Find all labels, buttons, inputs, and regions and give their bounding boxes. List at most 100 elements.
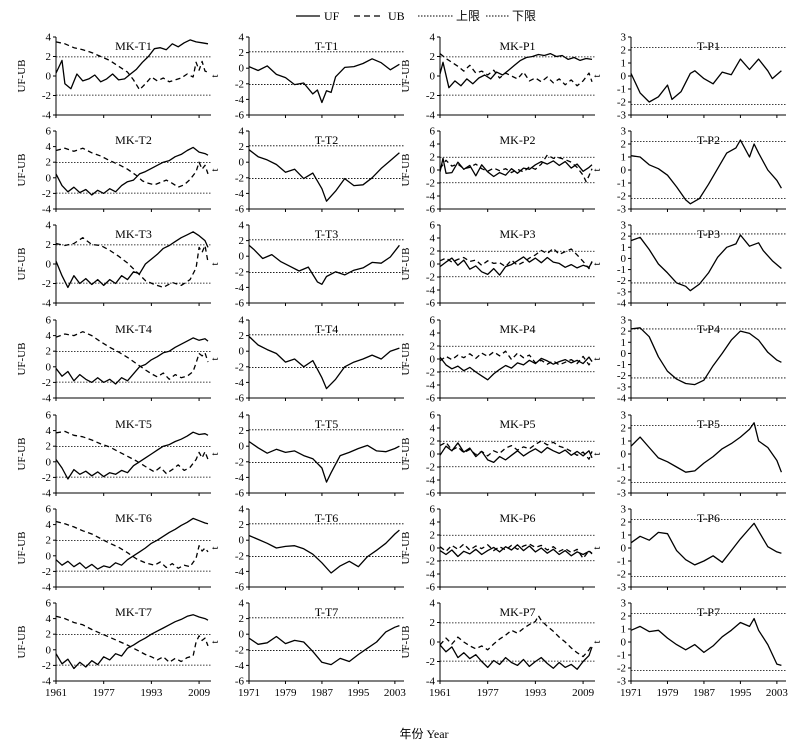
y-tick-label: -6	[235, 676, 245, 688]
y-tick-label: 0	[430, 543, 436, 555]
series-line-ub	[55, 237, 209, 289]
series-line-t	[248, 149, 400, 202]
y-tick-label: -2	[42, 566, 51, 578]
x-tick-label: 2003	[384, 687, 407, 699]
panel-grid: -4-2024UF-UBMK-T1-6-4-2024tT-T1-4-2024UF…	[16, 32, 788, 700]
panel-title: MK-P1	[499, 39, 535, 53]
y-tick-label: 4	[430, 517, 436, 529]
series-line-ub	[55, 331, 209, 380]
panel-mk-t2: -4 -2 0 2 4 6 UF-UB MK-T2	[16, 126, 211, 216]
y-tick-label: 0	[430, 637, 436, 649]
panel-title: T-T5	[315, 417, 339, 431]
y-tick-label: 2	[239, 519, 245, 531]
y-axis-label: t	[591, 357, 603, 360]
y-tick-label: -6	[235, 110, 245, 122]
y-tick-label: -6	[235, 204, 245, 216]
y-tick-label: 3	[621, 32, 627, 44]
y-tick-label: 0	[430, 449, 436, 461]
y-tick-label: 2	[239, 330, 245, 342]
y-tick-label: 4	[239, 126, 245, 138]
y-tick-label: 1	[621, 530, 627, 542]
y-tick-label: 1	[621, 436, 627, 448]
panel-title: T-T3	[315, 227, 339, 241]
x-tick-label: 1977	[93, 687, 116, 699]
y-tick-label: 0	[239, 441, 245, 453]
y-tick-label: -2	[617, 191, 626, 203]
y-tick-label: 1	[621, 624, 627, 636]
y-tick-label: -4	[617, 393, 627, 405]
y-tick-label: 0	[239, 157, 245, 169]
panel-title: T-T7	[315, 605, 339, 619]
y-tick-label: -6	[426, 393, 436, 405]
series-line-ub	[439, 543, 593, 560]
y-tick-label: -4	[235, 282, 245, 294]
y-tick-label: 2	[430, 617, 436, 629]
panel-mk-t6: -4 -2 0 2 4 6 UF-UB MK-T6	[16, 504, 211, 594]
panel-title: MK-T2	[115, 133, 152, 147]
y-tick-label: -1	[617, 556, 626, 568]
panel-title: T-P7	[697, 605, 720, 619]
y-tick-label: -2	[617, 663, 626, 675]
series-line-uf	[55, 231, 209, 289]
y-axis-label: UF-UB	[16, 153, 28, 186]
y-axis-label: UF-UB	[16, 437, 28, 470]
y-tick-label: 2	[46, 441, 52, 453]
panel-t-t6: -6 -4 -2 0 2 4 t T-T6	[209, 504, 404, 594]
y-tick-label: -3	[617, 488, 627, 500]
y-tick-label: -4	[426, 110, 436, 122]
x-tick-label: 2003	[766, 687, 789, 699]
y-tick-label: 6	[46, 598, 52, 610]
panel-t-t4: -6 -4 -2 0 2 4 t T-T4	[209, 315, 404, 405]
series-line-t	[630, 139, 782, 205]
y-tick-label: 4	[430, 32, 436, 44]
panel-title: T-P5	[697, 417, 720, 431]
y-tick-label: 0	[621, 543, 627, 555]
y-tick-label: 4	[239, 315, 245, 327]
panel-mk-t5: -4 -2 0 2 4 6 UF-UB MK-T5	[16, 410, 211, 500]
y-axis-label: t	[209, 357, 221, 360]
y-tick-label: -1	[617, 462, 626, 474]
y-tick-label: 0	[46, 550, 52, 562]
y-tick-label: 0	[46, 456, 52, 468]
y-tick-label: -4	[426, 380, 436, 392]
panel-title: MK-P7	[499, 605, 535, 619]
y-tick-label: -4	[617, 298, 627, 310]
y-tick-label: 3	[621, 220, 627, 232]
series-line-ub	[439, 154, 593, 183]
y-tick-label: -4	[235, 94, 245, 106]
y-axis-label: t	[591, 640, 603, 643]
y-tick-label: 4	[430, 139, 436, 151]
legend-upper-label: 上限	[456, 9, 480, 23]
y-tick-label: -3	[617, 381, 627, 393]
y-tick-label: -4	[426, 475, 436, 487]
y-tick-label: -4	[42, 488, 52, 500]
y-tick-label: 2	[46, 51, 52, 63]
y-tick-label: 0	[621, 637, 627, 649]
panel-title: T-T1	[315, 39, 339, 53]
y-tick-label: -4	[426, 191, 436, 203]
y-axis-label: UF-UB	[400, 153, 412, 186]
legend: UF UB 上限 下限	[296, 9, 536, 23]
y-tick-label: 1	[621, 242, 627, 254]
y-tick-label: 6	[46, 126, 52, 138]
y-tick-label: -2	[235, 78, 244, 90]
panel-mk-t1: -4 -2 0 2 4 UF-UB MK-T1	[16, 32, 211, 122]
x-tick-label: 1977	[477, 687, 500, 699]
panel-title: MK-P3	[499, 227, 535, 241]
y-tick-label: -1	[617, 264, 626, 276]
panel-title: T-P1	[697, 39, 720, 53]
y-tick-label: -4	[235, 188, 245, 200]
y-axis-label: UF-UB	[400, 437, 412, 470]
y-tick-label: -2	[42, 377, 51, 389]
y-tick-label: 2	[621, 423, 627, 435]
panel-title: T-P4	[697, 322, 720, 336]
y-tick-label: -4	[235, 377, 245, 389]
y-tick-label: 0	[46, 71, 52, 83]
y-tick-label: 4	[239, 220, 245, 232]
y-tick-label: 2	[239, 47, 245, 59]
